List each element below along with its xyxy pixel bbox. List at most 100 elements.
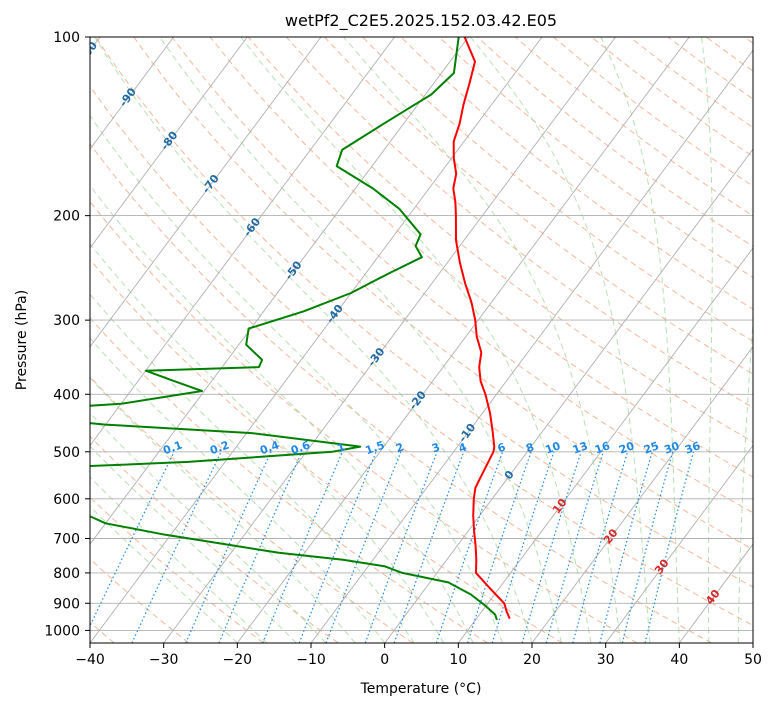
isotherm xyxy=(236,37,690,643)
dry-adiabat xyxy=(133,37,753,550)
mixing-ratio-label: 2 xyxy=(394,441,406,456)
mixing-ratio-line xyxy=(599,451,653,643)
dry-adiabat xyxy=(90,85,753,626)
mixing-ratio-line xyxy=(521,451,582,643)
mixing-ratio-label: 4 xyxy=(457,440,469,455)
isotherm xyxy=(90,37,174,150)
moist-adiabat xyxy=(90,243,445,643)
mixing-ratio-label: 36 xyxy=(683,439,702,457)
mixing-ratio-line xyxy=(466,451,532,643)
mixing-ratio-label: 16 xyxy=(593,439,612,457)
mixing-ratio-label: 8 xyxy=(524,441,536,456)
mixing-ratio-label: 1.5 xyxy=(364,438,387,457)
isotherm xyxy=(678,543,753,643)
y-tick-label: 700 xyxy=(53,532,80,548)
isotherm-label: -30 xyxy=(365,345,388,369)
x-axis-label: Temperature (°C) xyxy=(360,681,482,697)
grid xyxy=(90,37,753,643)
mixing-ratio-line xyxy=(262,451,343,643)
moist-adiabat xyxy=(90,476,268,643)
moist-adiabat xyxy=(737,315,753,643)
moist-adiabat xyxy=(90,376,356,643)
dry-adiabat xyxy=(90,317,488,643)
y-tick-label: 200 xyxy=(53,209,80,225)
moist-adiabat xyxy=(701,37,713,643)
x-axis: −40 −30 −20 −10 0 10 20 30 40 50 xyxy=(75,643,762,668)
dry-adiabats xyxy=(90,37,753,643)
plot-area: -100-90-80-70-60-50-40-30-20-10010203040… xyxy=(90,37,753,643)
temperature-line xyxy=(452,37,511,619)
isotherm-label: -10 xyxy=(456,421,479,445)
y-tick-label: 300 xyxy=(53,313,80,329)
mixing-ratio-line xyxy=(218,451,303,643)
y-tick-label: 100 xyxy=(53,30,80,46)
isotherm xyxy=(752,642,753,643)
x-tick-label: −40 xyxy=(75,652,105,668)
moist-adiabat xyxy=(90,114,503,643)
mixing-ratio-label: 0.6 xyxy=(289,438,312,457)
dry-adiabat xyxy=(95,37,753,588)
y-tick-label: 900 xyxy=(53,596,80,612)
mixing-ratio-line xyxy=(644,451,695,643)
mixing-ratio-line xyxy=(491,451,555,643)
chart-title: wetPf2_C2E5.2025.152.03.42.E05 xyxy=(285,11,557,31)
mixing-ratio-label: 6 xyxy=(496,440,508,455)
dry-adiabat xyxy=(90,200,638,643)
dry-adiabat xyxy=(90,496,264,643)
dry-adiabat xyxy=(362,37,753,342)
moist-adiabat xyxy=(90,412,327,643)
y-tick-label: 600 xyxy=(53,492,80,508)
y-axis: 100 200 300 400 500 600 700 800 900 1000 xyxy=(44,30,90,639)
mixing-ratio-label: 1 xyxy=(335,441,347,456)
moist-adiabats xyxy=(90,37,753,643)
x-tick-label: −20 xyxy=(223,652,253,668)
moist-adiabat xyxy=(94,37,533,643)
moist-adiabat xyxy=(470,37,651,643)
mixing-ratio-label: 0.4 xyxy=(258,438,281,457)
y-tick-label: 800 xyxy=(53,566,80,582)
isotherm-label: -20 xyxy=(407,388,430,412)
isotherm xyxy=(90,37,543,643)
mixing-ratio-label: 25 xyxy=(642,439,661,456)
profiles xyxy=(90,37,511,621)
dry-adiabat xyxy=(90,258,563,643)
dry-adiabat xyxy=(286,37,753,409)
isotherm xyxy=(384,148,753,643)
x-tick-label: 50 xyxy=(744,652,762,668)
y-tick-label: 1000 xyxy=(44,623,80,639)
mixing-ratio-line xyxy=(545,451,604,643)
moist-adiabat xyxy=(240,37,592,643)
y-tick-label: 400 xyxy=(53,387,80,403)
mixing-ratio-line xyxy=(364,451,438,643)
isotherm-label: -50 xyxy=(282,258,305,282)
dry-adiabat xyxy=(90,143,712,643)
isotherm-label: 20 xyxy=(601,526,621,546)
x-tick-label: 0 xyxy=(380,652,389,668)
dry-adiabat xyxy=(400,37,753,310)
dewpoint-line xyxy=(90,37,498,621)
mixing-ratio-line xyxy=(298,451,377,643)
dry-adiabat xyxy=(438,37,753,279)
isotherm-label: 30 xyxy=(652,557,672,577)
mixing-ratio-line xyxy=(393,451,465,643)
moist-adiabat xyxy=(90,445,297,643)
x-tick-label: 10 xyxy=(449,652,467,668)
moist-adiabat xyxy=(90,293,415,643)
dry-adiabat xyxy=(514,37,753,217)
x-tick-label: 20 xyxy=(523,652,541,668)
mixing-ratio-line xyxy=(435,451,504,643)
dry-adiabat xyxy=(90,376,414,643)
mixing-ratio-label: 0.1 xyxy=(161,438,184,457)
x-tick-label: 30 xyxy=(597,652,615,668)
moist-adiabat xyxy=(600,37,680,643)
isotherm xyxy=(531,345,753,643)
dry-adiabat xyxy=(744,37,753,44)
dry-adiabat xyxy=(209,37,753,478)
mixing-ratio-label: 0.2 xyxy=(208,438,231,457)
isotherm xyxy=(90,37,248,249)
mixing-ratio-label: 30 xyxy=(662,439,681,457)
isotherm xyxy=(163,37,616,643)
isotherm xyxy=(310,49,753,643)
dry-adiabat xyxy=(553,37,753,187)
